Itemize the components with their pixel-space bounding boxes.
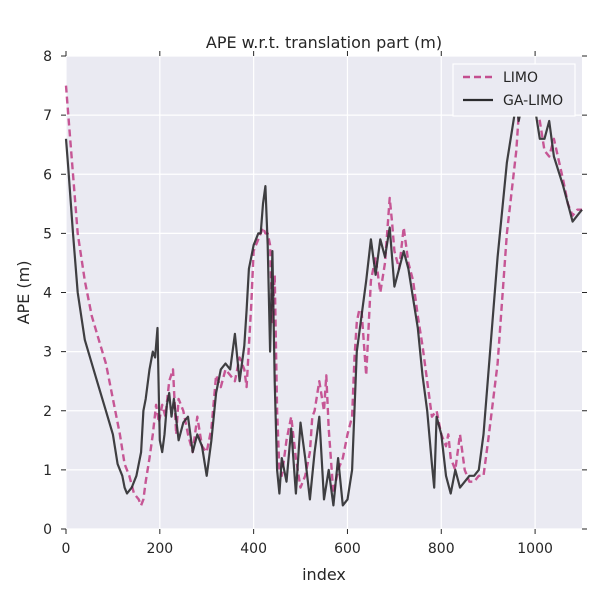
chart-title: APE w.r.t. translation part (m)	[206, 33, 442, 52]
grid-lines	[65, 55, 582, 530]
x-tick-label: 600	[334, 541, 361, 557]
legend-label-limo: LIMO	[503, 70, 538, 86]
y-tick-label: 0	[43, 522, 52, 538]
y-tick-label: 2	[43, 404, 52, 420]
series-line-limo	[64, 78, 582, 507]
y-tick-label: 5	[43, 226, 52, 242]
x-axis-ticks: 0 200 400 600 800 1000	[62, 51, 553, 557]
x-tick-label: 200	[146, 541, 173, 557]
y-axis-label: APE (m)	[14, 261, 33, 325]
legend-label-ga-limo: GA-LIMO	[503, 93, 563, 109]
y-tick-label: 7	[43, 108, 52, 124]
legend-box	[452, 63, 576, 117]
y-axis-ticks: 0 1 2 3 4 5 6 7 8	[43, 49, 587, 538]
y-tick-label: 3	[43, 345, 52, 361]
y-tick-label: 6	[43, 167, 52, 183]
x-tick-label: 400	[240, 541, 267, 557]
y-tick-label: 4	[43, 286, 52, 302]
x-tick-label: 800	[428, 541, 455, 557]
y-tick-label: 1	[43, 463, 52, 479]
series-lines	[64, 72, 583, 507]
legend: LIMO GA-LIMO	[452, 63, 576, 117]
y-tick-label: 8	[43, 49, 52, 65]
x-tick-label: 0	[62, 541, 71, 557]
x-axis-label: index	[302, 565, 346, 584]
x-tick-label: 1000	[517, 541, 553, 557]
series-line-ga-limo	[64, 72, 583, 507]
